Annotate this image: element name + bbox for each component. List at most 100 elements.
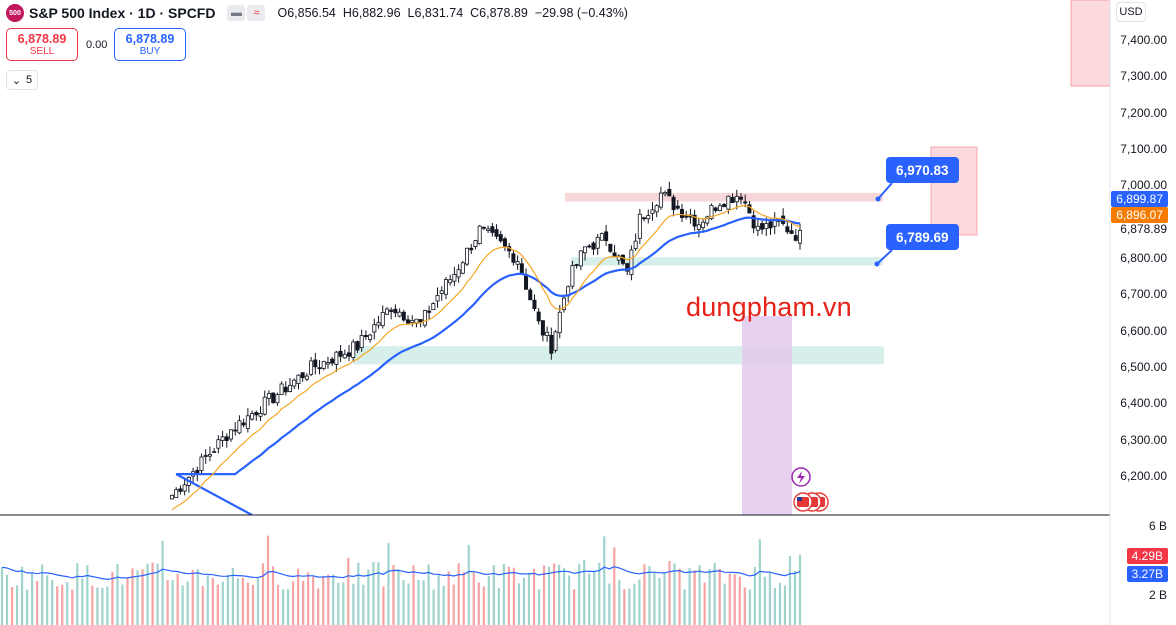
volume-bar — [778, 582, 782, 625]
volume-ma-line[interactable] — [1, 566, 801, 581]
candle — [511, 249, 516, 266]
volume-bar — [407, 583, 410, 625]
ma-orange-line[interactable] — [171, 204, 801, 511]
volume-bar — [723, 583, 726, 625]
resistance-zone[interactable] — [565, 192, 883, 202]
support-zone-upper[interactable] — [571, 257, 883, 266]
candle — [620, 254, 625, 266]
close-value: C6,878.89 — [470, 6, 528, 20]
candle — [629, 245, 634, 281]
candle — [300, 372, 305, 382]
volume-bar — [96, 587, 99, 625]
volume-bar — [798, 554, 802, 625]
symbol-header: 500 S&P 500 Index · 1D · SPCFD ▬ ≈ O6,85… — [6, 4, 628, 22]
candle — [473, 239, 478, 250]
volume-bar — [482, 586, 485, 625]
volume-bar — [673, 563, 676, 625]
buy-button[interactable]: 6,878.89 BUY — [114, 28, 186, 61]
volume-bar — [613, 547, 616, 625]
support-zone-lower[interactable] — [353, 346, 884, 365]
candle — [587, 243, 592, 249]
candle — [368, 333, 373, 343]
candle — [561, 294, 566, 313]
volume-bar — [71, 589, 74, 625]
candle — [321, 360, 326, 371]
candle — [275, 392, 280, 406]
candle — [317, 360, 322, 375]
ma-orange-price-tag: 6,896.07 — [1111, 207, 1168, 223]
ohlc-values: O6,856.54 H6,882.96 L6,831.74 C6,878.89 … — [277, 6, 628, 20]
candle — [325, 356, 330, 369]
volume-bar — [5, 574, 9, 625]
volume-bar — [352, 583, 355, 625]
volume-bar — [231, 567, 234, 625]
candle — [738, 193, 743, 205]
volume-bar — [111, 571, 114, 625]
volume-bar — [527, 572, 531, 625]
eye-off-icon[interactable]: ▬ — [227, 5, 246, 21]
volume-bar — [171, 580, 174, 625]
volume-bar — [347, 557, 350, 625]
candle — [696, 218, 701, 238]
symbol-logo[interactable]: 500 — [6, 4, 24, 22]
candle — [401, 309, 406, 322]
open-value: O6,856.54 — [277, 6, 336, 20]
symbol-title[interactable]: S&P 500 Index · 1D · SPCFD — [29, 5, 216, 21]
volume-bar — [507, 566, 511, 625]
candle — [448, 274, 453, 286]
currency-button[interactable]: USD — [1116, 2, 1146, 22]
volume-bar — [20, 566, 24, 625]
volume-bar — [467, 544, 470, 625]
volume-bar — [0, 567, 4, 625]
projection-range-box[interactable] — [742, 316, 792, 515]
callout-lower[interactable]: 6,789.69 — [886, 224, 959, 250]
ma-blue-line[interactable] — [175, 216, 801, 515]
sell-button[interactable]: 6,878.89 SELL — [6, 28, 78, 61]
candle — [734, 189, 739, 210]
callout-upper[interactable]: 6,970.83 — [886, 157, 959, 183]
candle — [182, 477, 187, 496]
candle — [380, 305, 385, 329]
callout-upper-anchor — [875, 196, 881, 202]
volume-axis-top: 6 B — [1148, 519, 1167, 533]
volume-bar — [457, 563, 460, 625]
volume-bar — [101, 587, 104, 625]
candle — [650, 202, 655, 221]
volume-bar — [186, 581, 189, 625]
price-tick-label: 7,000.00 — [1120, 178, 1167, 193]
volume-bar — [713, 562, 716, 625]
volume-bar — [763, 576, 766, 625]
price-tick-label: 6,300.00 — [1120, 432, 1167, 447]
volume-bar — [241, 577, 245, 625]
wave-icon[interactable]: ≈ — [247, 5, 266, 21]
volume-bar — [628, 588, 631, 625]
candle — [583, 246, 588, 261]
candle — [406, 315, 411, 325]
annotations-layer — [0, 0, 1111, 625]
candle — [224, 433, 229, 448]
volume-bar — [793, 570, 797, 625]
volume-bar — [397, 569, 400, 625]
chevron-down-icon: ⌄ — [11, 74, 22, 87]
candle — [701, 218, 706, 232]
indicators-toggle-button[interactable]: ⌄ 5 — [6, 70, 38, 90]
volume-bar — [542, 565, 546, 625]
volume-bar — [427, 564, 430, 625]
volume-bar — [51, 579, 54, 625]
target-box-far[interactable] — [1070, 0, 1111, 87]
volume-bar — [166, 580, 169, 625]
volume-bar — [668, 560, 671, 625]
candle — [279, 381, 284, 395]
candle — [502, 236, 507, 251]
volume-bar — [246, 582, 250, 625]
volume-bar — [387, 542, 390, 625]
candle — [250, 410, 255, 421]
volume-bar — [603, 536, 606, 625]
candle — [435, 287, 440, 308]
volume-bar — [583, 559, 586, 625]
volume-bar — [116, 563, 119, 625]
candle — [705, 215, 710, 226]
volume-bar — [236, 578, 239, 625]
volume-bar — [417, 579, 420, 625]
